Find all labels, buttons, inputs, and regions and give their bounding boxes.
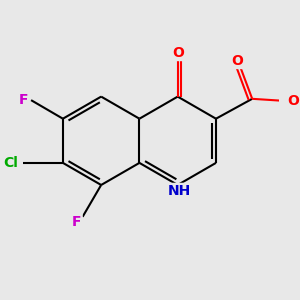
Text: O: O: [172, 46, 184, 60]
Text: F: F: [19, 93, 28, 107]
Text: O: O: [287, 94, 299, 108]
Text: NH: NH: [167, 184, 190, 198]
Text: F: F: [72, 215, 81, 229]
Text: O: O: [231, 54, 243, 68]
Text: Cl: Cl: [3, 156, 18, 170]
